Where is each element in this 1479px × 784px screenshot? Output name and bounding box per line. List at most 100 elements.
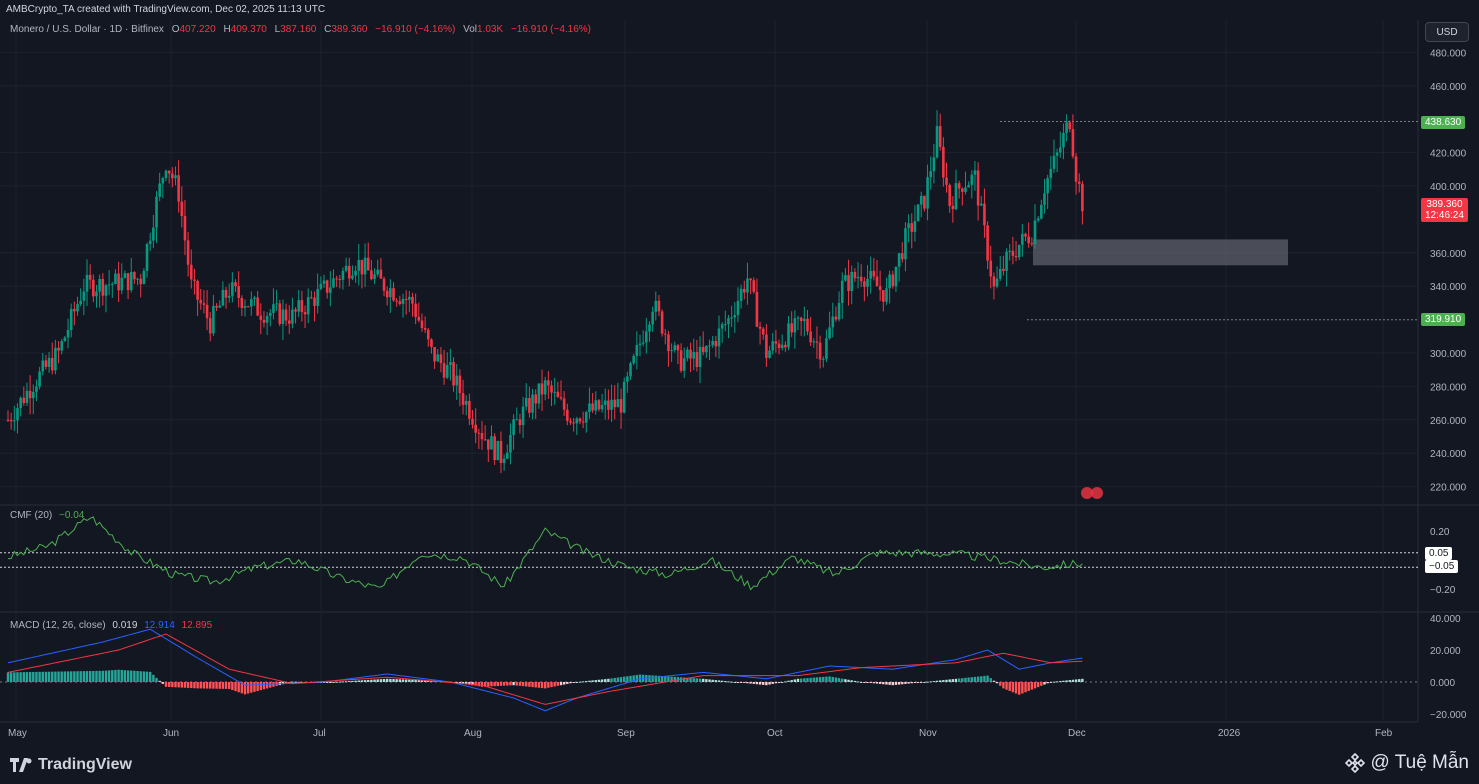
macd-histogram-bar (992, 680, 996, 682)
macd-histogram-bar (942, 680, 945, 682)
candle-body (727, 318, 730, 325)
event-icon (1081, 487, 1093, 499)
cmf-label[interactable]: CMF (20) (10, 510, 53, 521)
tradingview-logo[interactable]: TradingView (10, 756, 132, 774)
macd-histogram-bar (758, 682, 762, 685)
macd-histogram-bar (834, 677, 838, 682)
macd-label[interactable]: MACD (12, 26, close) (10, 620, 106, 631)
candle-body (164, 170, 168, 179)
macd-histogram-bar (183, 682, 187, 688)
candle-body (85, 274, 89, 292)
symbol-legend: Monero / U.S. Dollar · 1D · Bitfinex O40… (10, 24, 591, 35)
candle-body (79, 300, 82, 305)
candle-body (490, 436, 493, 450)
candle-body (863, 281, 866, 287)
candle-body (322, 280, 326, 284)
macd-histogram-bar (878, 682, 882, 684)
macd-histogram-bar (395, 679, 398, 682)
macd-histogram-bar (1021, 682, 1024, 694)
macd-histogram-bar (291, 681, 294, 683)
candle-body (954, 183, 958, 210)
candle-body (859, 276, 863, 282)
candle-body (708, 345, 711, 347)
candle-body (768, 350, 771, 358)
candle-body (663, 333, 667, 335)
macd-histogram-bar (25, 672, 29, 682)
time-axis-label: Feb (1375, 728, 1393, 739)
macd-line-value: 12.914 (144, 620, 175, 631)
macd-histogram-bar (341, 681, 345, 683)
macd-histogram-bar (95, 670, 98, 682)
candle-body (404, 298, 408, 300)
candle-body (50, 357, 54, 371)
candle-body (1040, 204, 1043, 219)
macd-histogram-bar (139, 671, 142, 682)
candle-body (701, 346, 705, 353)
macd-histogram-bar (332, 681, 335, 683)
macd-histogram-bar (926, 681, 929, 683)
macd-histogram-bar (161, 682, 165, 684)
candle-body (885, 288, 888, 302)
macd-histogram-bar (130, 670, 133, 682)
candle-body (983, 203, 986, 226)
macd-axis-label: −20.000 (1430, 710, 1467, 721)
macd-histogram-bar (585, 681, 588, 683)
candle-body (461, 393, 465, 405)
macd-histogram-bar (948, 679, 951, 682)
candle-body (329, 287, 332, 293)
macd-histogram-bar (363, 680, 367, 682)
candle-body (515, 419, 519, 421)
price-axis-label: 340.000 (1430, 282, 1467, 293)
candle-body (319, 283, 323, 289)
macd-histogram-bar (427, 680, 430, 682)
candle-body (613, 399, 617, 408)
macd-histogram-bar (186, 682, 190, 688)
candle-body (572, 422, 575, 424)
macd-histogram-bar (63, 671, 67, 682)
candle-body (54, 347, 57, 371)
macd-histogram-bar (623, 676, 626, 682)
price-chart[interactable]: May Jun Jul Aug Sep Oct Nov Dec 2026 Feb 480.000 46… (0, 0, 1479, 748)
macd-histogram-bar (284, 682, 288, 684)
macd-histogram-bar (856, 681, 860, 683)
macd-histogram-bar (477, 682, 481, 687)
cmf-line (7, 516, 1083, 591)
macd-histogram-bar (265, 682, 269, 689)
time-axis-label: 2026 (1218, 728, 1241, 739)
candle-body (581, 421, 585, 423)
candle-body (1014, 255, 1018, 258)
macd-histogram-bar (525, 682, 528, 687)
candle-body (758, 326, 762, 329)
candle-body (1071, 129, 1075, 157)
symbol-name[interactable]: Monero / U.S. Dollar · 1D · Bitfinex (10, 24, 164, 35)
candle-body (566, 409, 569, 421)
macd-histogram-bar (70, 671, 73, 682)
macd-histogram-bar (253, 682, 256, 692)
candle-body (755, 291, 759, 327)
macd-histogram-bar (468, 682, 471, 685)
cmf-lower-label: −0.05 (1425, 560, 1459, 573)
macd-signal-value: 12.895 (181, 620, 213, 631)
macd-histogram-bar (104, 670, 108, 682)
candle-body (847, 275, 850, 292)
candle-body (174, 175, 177, 179)
macd-histogram-bar (237, 682, 240, 693)
candle-body (395, 300, 398, 302)
macd-histogram-bar (1008, 682, 1011, 691)
time-axis-label: Jul (313, 728, 326, 739)
candle-body (1008, 250, 1012, 252)
candle-body (376, 269, 380, 275)
candle-body (888, 274, 891, 289)
candle-body (224, 289, 228, 298)
watermark: @ Tuệ Mẫn (1344, 752, 1469, 774)
currency-button[interactable]: USD (1425, 22, 1469, 42)
bar-countdown: 12:46:24 (1425, 210, 1464, 221)
macd-histogram-bar (544, 682, 547, 689)
macd-histogram-bar (727, 681, 730, 683)
macd-histogram-bar (594, 680, 597, 682)
macd-histogram-bar (224, 682, 228, 689)
macd-histogram-bar (980, 676, 983, 682)
candle-body (148, 240, 152, 245)
macd-histogram-bar (408, 679, 411, 682)
candle-body (528, 397, 531, 413)
